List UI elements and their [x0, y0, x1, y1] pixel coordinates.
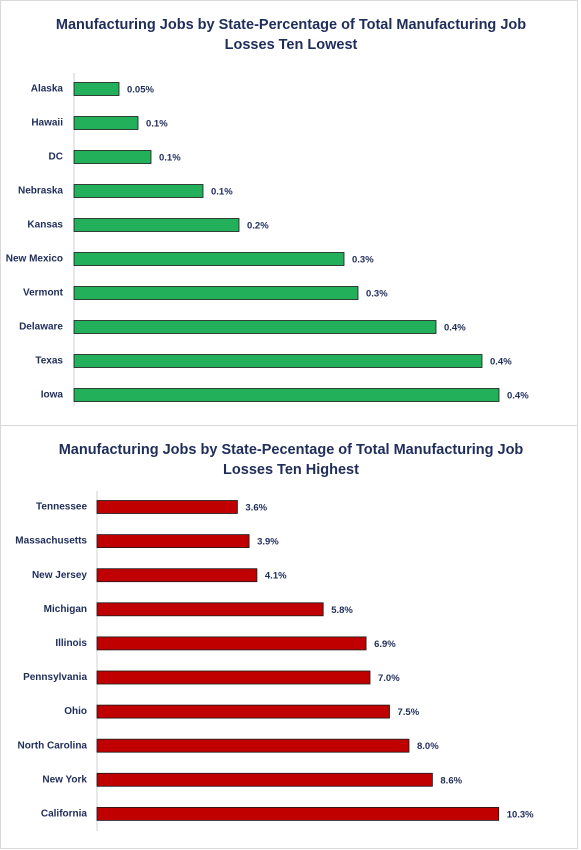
- value-label: 0.4%: [490, 357, 512, 368]
- chart-highest: Manufacturing Jobs by State-Pecentage of…: [0, 425, 578, 849]
- value-label: 10.3%: [507, 809, 534, 820]
- bar: [96, 738, 410, 753]
- category-label: Delaware: [19, 322, 63, 333]
- category-label: Ohio: [64, 706, 87, 717]
- value-label: 0.1%: [146, 119, 168, 130]
- bar: [73, 354, 483, 368]
- category-label: Kansas: [27, 220, 63, 231]
- bar: [73, 286, 359, 300]
- value-label: 0.1%: [211, 187, 233, 198]
- bar: [73, 150, 152, 164]
- category-label: New Jersey: [32, 570, 87, 581]
- category-label: Iowa: [41, 390, 64, 401]
- value-label: 8.6%: [440, 775, 462, 786]
- bar: [73, 116, 139, 130]
- value-label: 3.6%: [245, 503, 267, 514]
- bar: [73, 252, 345, 266]
- value-label: 0.1%: [159, 153, 181, 164]
- category-label: DC: [49, 152, 63, 163]
- chart-lowest: Manufacturing Jobs by State-Percentage o…: [0, 0, 578, 426]
- category-label: Massachusetts: [15, 536, 87, 547]
- category-label: Tennessee: [36, 502, 87, 513]
- value-label: 0.2%: [247, 221, 269, 232]
- bar: [96, 500, 238, 514]
- value-label: 7.0%: [378, 673, 400, 684]
- category-label: Nebraska: [18, 186, 63, 197]
- value-label: 0.3%: [366, 289, 388, 300]
- value-label: 5.8%: [331, 605, 353, 616]
- bar: [96, 602, 324, 617]
- bar: [96, 534, 250, 548]
- value-label: 0.3%: [352, 255, 374, 266]
- category-label: Illinois: [55, 638, 87, 649]
- value-label: 8.0%: [417, 741, 439, 752]
- category-label: Vermont: [23, 288, 64, 299]
- category-label: New York: [42, 774, 87, 785]
- bar: [73, 218, 240, 232]
- value-label: 6.9%: [374, 639, 396, 650]
- category-label: North Carolina: [18, 740, 88, 751]
- category-label: New Mexico: [6, 254, 63, 265]
- bar: [96, 636, 367, 651]
- chart-title: Manufacturing Jobs by State-Percentage o…: [55, 17, 527, 53]
- chart-title: Manufacturing Jobs by State-Pecentage of…: [58, 442, 524, 478]
- value-label: 3.9%: [257, 537, 279, 548]
- bar: [96, 568, 258, 583]
- bar: [96, 670, 371, 685]
- value-label: 7.5%: [398, 707, 420, 718]
- category-label: Texas: [35, 356, 63, 367]
- category-label: Pennsylvania: [23, 672, 87, 683]
- plot: Tennessee 3.6% Massachusetts 3.9% New Jersey…: [15, 491, 534, 831]
- category-label: Michigan: [44, 604, 87, 615]
- plot: Alaska 0.05% Hawaii 0.1% DC 0.1% Nebraska 0.1% K…: [6, 73, 529, 406]
- category-label: Hawaii: [31, 118, 63, 129]
- value-label: 4.1%: [265, 571, 287, 582]
- category-label: Alaska: [31, 84, 64, 95]
- bar: [96, 806, 500, 821]
- bar: [96, 772, 433, 787]
- category-label: California: [41, 809, 88, 820]
- value-label: 0.05%: [127, 85, 154, 96]
- bar: [73, 184, 204, 198]
- value-label: 0.4%: [444, 323, 466, 334]
- bar: [73, 320, 437, 334]
- bar: [73, 82, 120, 96]
- value-label: 0.4%: [507, 391, 529, 402]
- bar: [96, 704, 390, 719]
- bar: [73, 388, 500, 402]
